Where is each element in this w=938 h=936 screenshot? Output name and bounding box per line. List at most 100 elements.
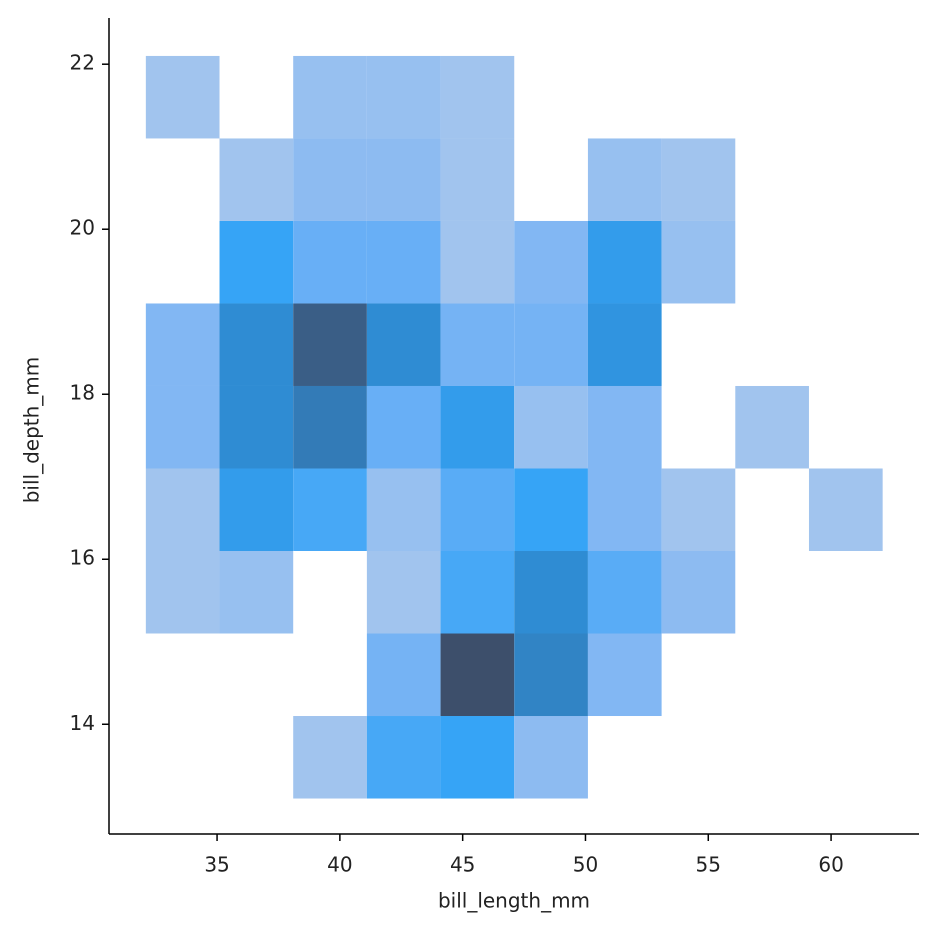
x-axis-label: bill_length_mm bbox=[438, 889, 590, 913]
cell bbox=[809, 56, 883, 139]
cell bbox=[293, 468, 367, 551]
cell bbox=[440, 550, 515, 634]
cell bbox=[220, 56, 294, 139]
cell bbox=[145, 468, 220, 551]
cell bbox=[735, 56, 809, 139]
cell bbox=[440, 138, 515, 221]
cell bbox=[219, 303, 294, 386]
cell bbox=[735, 634, 809, 717]
cell bbox=[440, 55, 515, 139]
cell bbox=[514, 716, 588, 799]
cell bbox=[145, 385, 220, 469]
cell bbox=[293, 303, 367, 386]
cell bbox=[219, 220, 294, 304]
cell bbox=[735, 716, 809, 799]
cell bbox=[366, 716, 441, 799]
x-tick-label: 50 bbox=[573, 853, 598, 877]
cell bbox=[809, 303, 883, 386]
cell bbox=[514, 220, 588, 304]
cell bbox=[661, 138, 736, 221]
cell bbox=[219, 468, 294, 551]
cell bbox=[735, 385, 809, 469]
y-tick-label: 20 bbox=[70, 216, 95, 240]
cell bbox=[440, 633, 515, 717]
cell bbox=[440, 303, 515, 386]
cell bbox=[735, 468, 809, 551]
cell bbox=[514, 303, 588, 386]
cell bbox=[146, 716, 220, 799]
cell bbox=[219, 385, 294, 469]
cell bbox=[293, 385, 367, 469]
cell bbox=[145, 303, 220, 386]
cell bbox=[514, 633, 588, 717]
cell bbox=[145, 550, 220, 634]
cell bbox=[293, 138, 367, 221]
y-tick-label: 18 bbox=[70, 381, 95, 405]
cell bbox=[588, 716, 662, 799]
cell bbox=[587, 303, 662, 386]
y-axis-label: bill_depth_mm bbox=[20, 357, 44, 504]
cell bbox=[440, 385, 515, 469]
cell bbox=[587, 138, 662, 221]
cell bbox=[809, 716, 883, 799]
cell bbox=[514, 56, 588, 139]
cell bbox=[219, 550, 294, 634]
cell bbox=[662, 716, 736, 799]
y-tick-label: 14 bbox=[70, 711, 95, 735]
cell bbox=[588, 56, 662, 139]
cell bbox=[587, 468, 662, 551]
cell bbox=[809, 221, 883, 304]
cell bbox=[735, 551, 809, 634]
cell bbox=[661, 550, 736, 634]
cell bbox=[662, 634, 736, 717]
y-tick-label: 22 bbox=[70, 51, 95, 75]
cell bbox=[587, 220, 662, 304]
cell bbox=[293, 220, 367, 304]
x-tick-label: 45 bbox=[450, 853, 475, 877]
cell bbox=[293, 634, 367, 717]
cell bbox=[146, 221, 220, 304]
x-tick-label: 35 bbox=[204, 853, 229, 877]
cell bbox=[146, 634, 220, 717]
cell bbox=[366, 633, 441, 717]
cell bbox=[662, 56, 736, 139]
cell bbox=[735, 303, 809, 386]
cell bbox=[661, 220, 736, 304]
cell bbox=[293, 55, 367, 139]
x-tick-label: 55 bbox=[696, 853, 721, 877]
cell bbox=[735, 138, 809, 221]
cell bbox=[220, 634, 294, 717]
cell bbox=[440, 220, 515, 304]
cell bbox=[146, 138, 220, 221]
cell bbox=[514, 468, 588, 551]
cell bbox=[662, 386, 736, 469]
cell bbox=[293, 551, 367, 634]
cell bbox=[808, 468, 883, 551]
x-tick-label: 40 bbox=[327, 853, 352, 877]
cell bbox=[809, 138, 883, 221]
x-tick-label: 60 bbox=[818, 853, 843, 877]
cell bbox=[220, 716, 294, 799]
cell bbox=[293, 716, 367, 799]
cell bbox=[366, 138, 441, 221]
cell bbox=[809, 386, 883, 469]
cell bbox=[145, 55, 220, 139]
cell bbox=[587, 633, 662, 717]
cell bbox=[662, 303, 736, 386]
cell bbox=[366, 220, 441, 304]
y-tick-label: 16 bbox=[70, 546, 95, 570]
cell bbox=[809, 634, 883, 717]
cell bbox=[735, 221, 809, 304]
cell bbox=[587, 550, 662, 634]
cell bbox=[219, 138, 294, 221]
cell bbox=[440, 716, 515, 799]
cell bbox=[587, 385, 662, 469]
cell bbox=[366, 303, 441, 386]
cell bbox=[514, 385, 588, 469]
cell bbox=[366, 468, 441, 551]
cell bbox=[661, 468, 736, 551]
cell bbox=[366, 55, 441, 139]
cell bbox=[366, 385, 441, 469]
cell bbox=[809, 551, 883, 634]
